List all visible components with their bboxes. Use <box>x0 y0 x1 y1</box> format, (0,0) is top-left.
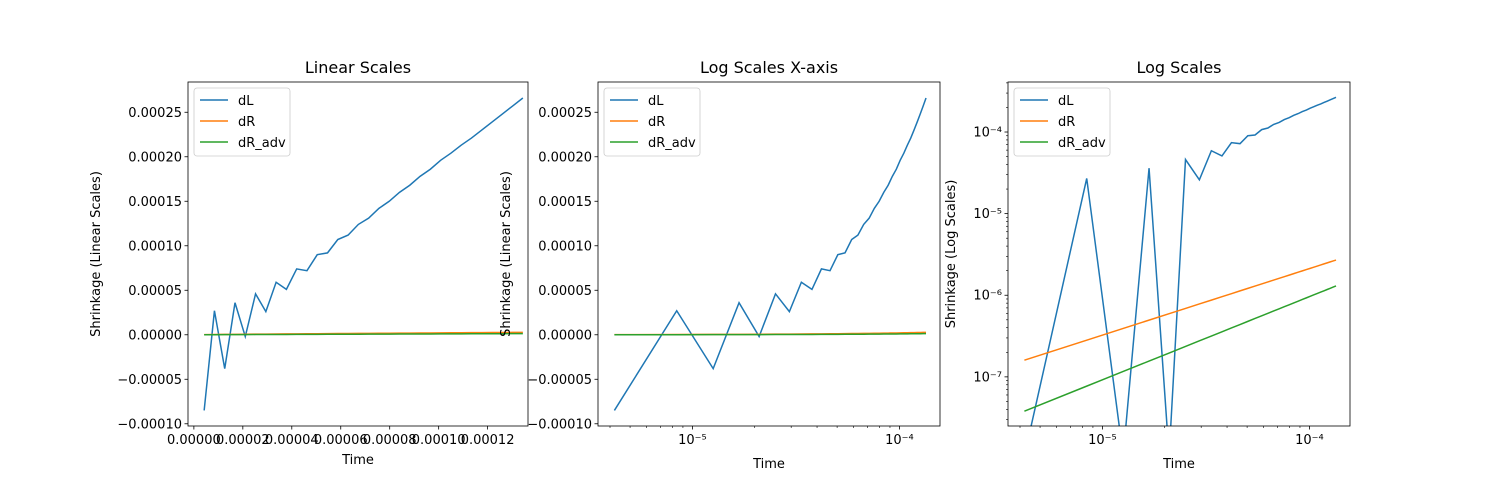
series-line-dr-adv <box>614 332 927 336</box>
series-line-dl <box>203 97 524 411</box>
x-tick-label: 0.00008 <box>363 433 417 448</box>
y-tick-label: 0.00005 <box>128 284 182 299</box>
subplot-2: 10⁻⁵ 10⁻⁴ −0.00010 −0.00005 0.00000 0.00005 0.… <box>499 58 941 472</box>
chart-title: Log Scales X-axis <box>700 58 838 77</box>
series-line-dl <box>613 97 927 411</box>
subplot-1: 0.000000.000020.000040.000060.000080.000… <box>89 58 529 468</box>
y-tick-label: −0.00010 <box>117 417 182 432</box>
x-tick-label: 0.00006 <box>314 433 368 448</box>
legend: dL dR dR_adv <box>1013 87 1111 157</box>
legend-label: dR_adv <box>1058 136 1106 151</box>
axes-frame <box>187 81 529 427</box>
series-line-dl <box>1030 96 1337 426</box>
legend-box <box>193 87 291 157</box>
y-axis-label: Shrinkage (Linear Scales) <box>89 171 104 337</box>
x-tick-label: 10⁻⁴ <box>1295 433 1324 448</box>
y-tick-label: 10⁻⁶ <box>973 289 1002 304</box>
y-tick-label: −0.00005 <box>117 373 182 388</box>
y-axis-label: Shrinkage (Log Scales) <box>944 180 959 329</box>
legend-label: dR_adv <box>648 136 696 151</box>
y-tick-label: 0.00015 <box>128 195 182 210</box>
legend-label: dR <box>1058 115 1075 130</box>
legend: dL dR dR_adv <box>193 87 291 157</box>
x-tick-label: 0.00004 <box>265 433 319 448</box>
legend-label: dR <box>648 115 665 130</box>
x-tick-label: 10⁻⁴ <box>885 433 914 448</box>
y-tick-label: 0.00000 <box>128 328 182 343</box>
legend: dL dR dR_adv <box>603 87 701 157</box>
x-tick-label: 0.00010 <box>412 433 466 448</box>
y-tick-label: −0.00005 <box>527 373 592 388</box>
series-line-dr-adv <box>1024 285 1337 412</box>
axes-frame <box>597 81 941 427</box>
legend-label: dL <box>648 94 664 109</box>
series-line-dr <box>1024 259 1337 361</box>
legend-box <box>603 87 701 157</box>
y-tick-label: 0.00020 <box>128 150 182 165</box>
y-tick-label: 0.00025 <box>128 106 182 121</box>
x-tick-label: 0.00000 <box>167 433 221 448</box>
axes-frame <box>1007 81 1351 427</box>
x-axis-label: Time <box>341 453 374 468</box>
y-tick-label: 0.00010 <box>128 239 182 254</box>
y-tick-label: 0.00020 <box>538 150 592 165</box>
y-tick-label: 10⁻⁷ <box>973 370 1002 385</box>
legend-label: dR <box>238 115 255 130</box>
y-tick-label: 0.00005 <box>538 284 592 299</box>
legend-label: dR_adv <box>238 136 286 151</box>
x-tick-label: 0.00012 <box>461 433 515 448</box>
chart-title: Linear Scales <box>305 58 411 77</box>
y-tick-label: −0.00010 <box>527 417 592 432</box>
chart-title: Log Scales <box>1136 58 1221 77</box>
y-tick-label: 10⁻⁵ <box>973 207 1002 222</box>
y-axis-label: Shrinkage (Linear Scales) <box>499 171 514 337</box>
y-tick-label: 0.00010 <box>538 239 592 254</box>
y-tick-label: 0.00015 <box>538 195 592 210</box>
x-axis-label: Time <box>1162 457 1195 472</box>
y-tick-label: 0.00025 <box>538 106 592 121</box>
legend-label: dL <box>1058 94 1074 109</box>
x-tick-label: 0.00002 <box>216 433 270 448</box>
series-line-dr-adv <box>204 332 523 336</box>
legend-box <box>1013 87 1111 157</box>
x-axis-label: Time <box>752 457 785 472</box>
y-tick-label: 10⁻⁴ <box>973 126 1002 141</box>
subplot-3: 10⁻⁵ 10⁻⁴ 10⁻⁷ 10⁻⁶ 10⁻⁵ 10⁻⁴ Log Scales Time Sh… <box>944 58 1351 472</box>
x-tick-label: 10⁻⁵ <box>678 433 707 448</box>
y-tick-label: 0.00000 <box>538 328 592 343</box>
legend-label: dL <box>238 94 254 109</box>
x-tick-label: 10⁻⁵ <box>1088 433 1117 448</box>
